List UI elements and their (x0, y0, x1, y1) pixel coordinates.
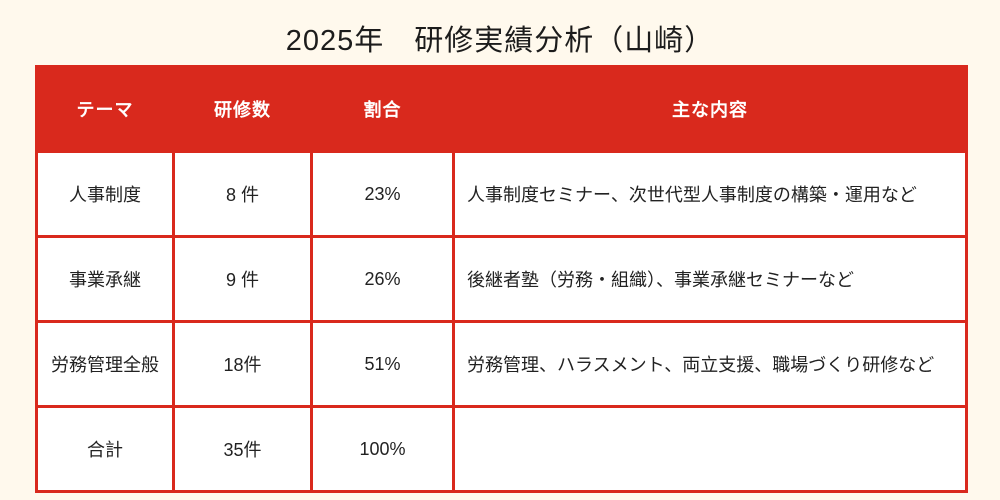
cell-count: 35件 (172, 405, 313, 493)
cell-count: 8 件 (172, 150, 313, 238)
cell-share: 23% (310, 150, 455, 238)
header-cell-share: 割合 (310, 65, 455, 153)
cell-theme: 人事制度 (35, 150, 175, 238)
cell-content: 人事制度セミナー、次世代型人事制度の構築・運用など (452, 150, 968, 238)
cell-share: 100% (310, 405, 455, 493)
cell-content (452, 405, 968, 493)
table-header: テーマ 研修数 割合 主な内容 (35, 65, 968, 153)
cell-content: 後継者塾（労務・組織）、事業承継セミナーなど (452, 235, 968, 323)
table-row-total: 合計 35件 100% (35, 405, 968, 493)
page-title: 2025年 研修実績分析（山崎） (285, 25, 715, 57)
header-cell-content: 主な内容 (452, 65, 968, 153)
cell-count: 9 件 (172, 235, 313, 323)
header-cell-count: 研修数 (172, 65, 313, 153)
cell-share: 51% (310, 320, 455, 408)
cell-theme: 労務管理全般 (35, 320, 175, 408)
header-cell-theme: テーマ (35, 65, 175, 153)
cell-theme: 合計 (35, 405, 175, 493)
cell-count: 18件 (172, 320, 313, 408)
cell-theme: 事業承継 (35, 235, 175, 323)
training-results-table: テーマ 研修数 割合 主な内容 人事制度 8 件 23% 人事制度セミナー、次世… (35, 65, 968, 493)
table-row: 人事制度 8 件 23% 人事制度セミナー、次世代型人事制度の構築・運用など (35, 150, 968, 238)
table-row: 事業承継 9 件 26% 後継者塾（労務・組織）、事業承継セミナーなど (35, 235, 968, 323)
cell-share: 26% (310, 235, 455, 323)
table-row: 労務管理全般 18件 51% 労務管理、ハラスメント、両立支援、職場づくり研修な… (35, 320, 968, 408)
header-row: テーマ 研修数 割合 主な内容 (35, 65, 968, 153)
cell-content: 労務管理、ハラスメント、両立支援、職場づくり研修など (452, 320, 968, 408)
table-body: 人事制度 8 件 23% 人事制度セミナー、次世代型人事制度の構築・運用など 事… (35, 150, 968, 493)
